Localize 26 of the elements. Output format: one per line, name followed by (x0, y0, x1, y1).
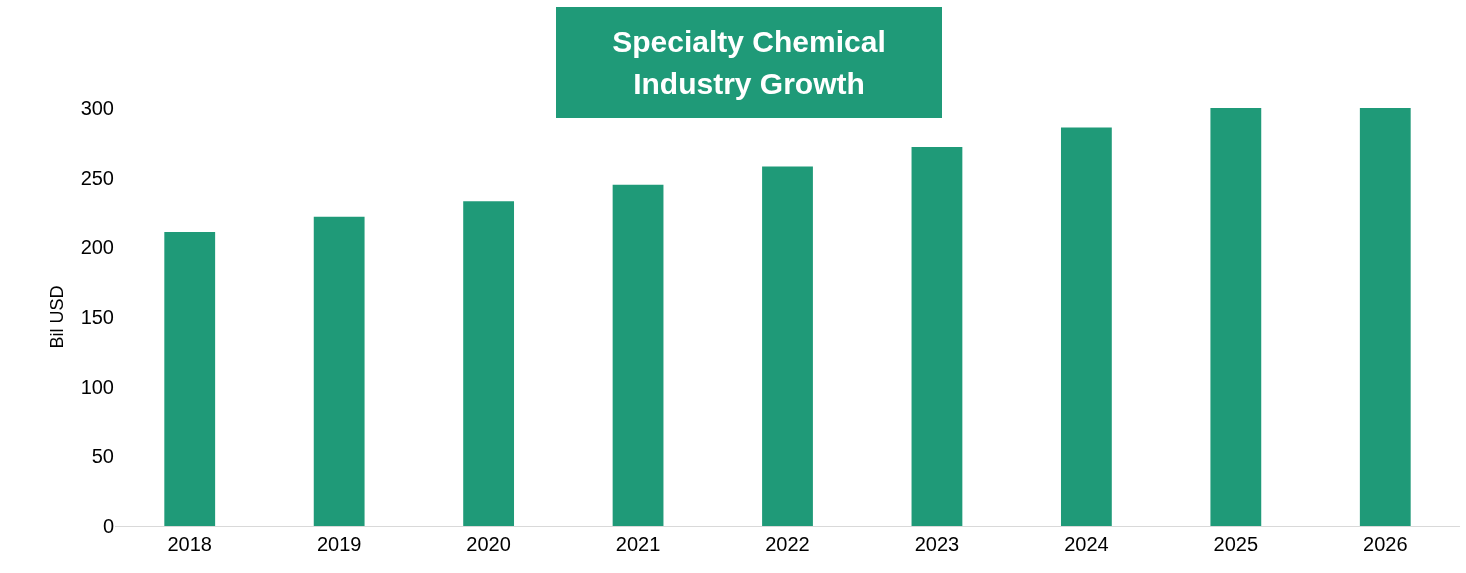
bar (612, 184, 664, 526)
x-tick-label: 2018 (167, 533, 212, 555)
y-tick-label: 250 (80, 166, 114, 189)
bar (313, 216, 365, 526)
x-tick-label: 2026 (1363, 533, 1408, 555)
x-tick-label: 2025 (1213, 533, 1259, 555)
x-tick-label: 2021 (615, 533, 661, 555)
y-tick-label: 300 (80, 97, 114, 119)
y-tick-label: 200 (80, 236, 114, 259)
y-tick-label: 0 (102, 515, 114, 537)
bar (164, 232, 216, 526)
x-tick-label: 2023 (914, 533, 960, 555)
bar (463, 201, 515, 526)
x-tick-label: 2019 (316, 533, 362, 555)
y-tick-label: 100 (80, 375, 114, 398)
y-tick-label: 50 (91, 445, 114, 468)
bar (1060, 127, 1112, 526)
y-axis-title: Bil USD (46, 285, 67, 349)
bar (762, 166, 813, 526)
bar (1210, 108, 1262, 526)
bar (1359, 108, 1411, 526)
y-tick-label: 150 (80, 306, 114, 328)
x-tick-label: 2022 (765, 533, 810, 555)
x-tick-label: 2024 (1064, 533, 1109, 555)
bar (911, 147, 963, 526)
x-tick-label: 2020 (466, 533, 511, 555)
